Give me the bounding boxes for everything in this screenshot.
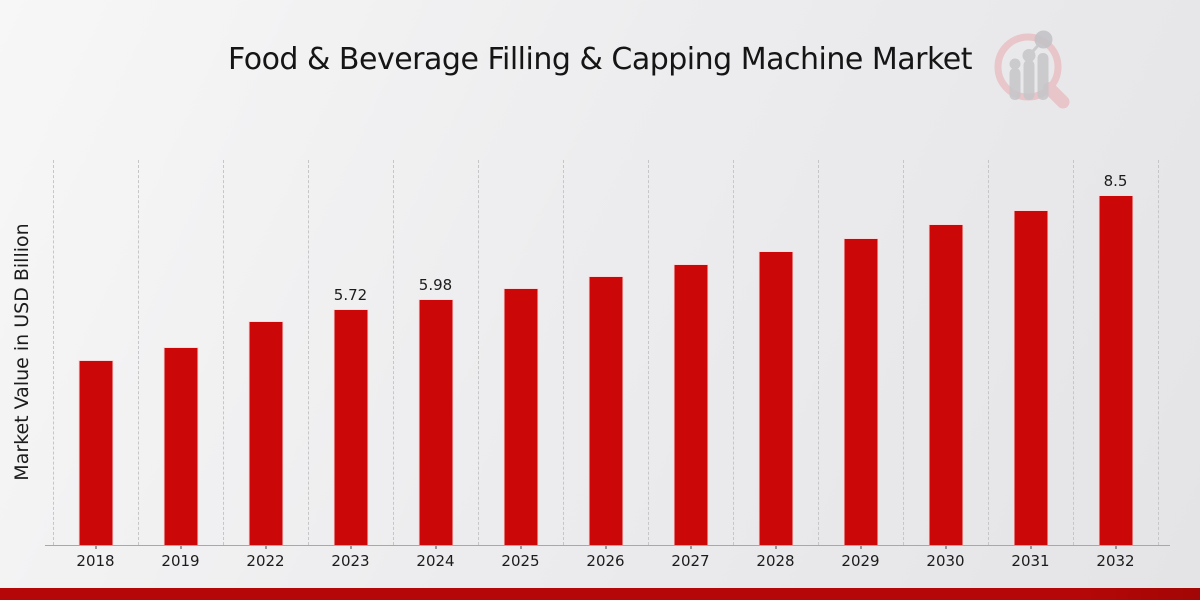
bar-2028 [758,251,793,545]
x-tick [350,545,351,549]
gridline [393,160,394,545]
bar-2025 [503,287,538,545]
bar-2032 [1098,195,1133,545]
x-tick-label-2024: 2024 [416,552,455,570]
magnifier-growth-logo-icon [994,30,1070,109]
x-tick-label-2022: 2022 [246,552,285,570]
gridline [1158,160,1159,545]
gridline [818,160,819,545]
x-tick-label-2030: 2030 [926,552,965,570]
x-tick [690,545,691,549]
y-axis-label: Market Value in USD Billion [11,223,33,481]
bar-2029 [843,238,878,545]
x-tick-label-2018: 2018 [76,552,115,570]
x-tick [265,545,266,549]
x-tick [605,545,606,549]
x-tick [860,545,861,549]
x-tick-label-2025: 2025 [501,552,540,570]
plot-area: 2018 2019 2022 5.72 2023 5.98 2024 2025 2026 2027… [53,160,1159,570]
magnifier-handle [1043,82,1070,109]
bottom-accent-band [0,588,1200,600]
x-tick [520,545,521,549]
gridline [138,160,139,545]
bar-2026 [588,276,623,545]
gridline [988,160,989,545]
x-tick-label-2027: 2027 [671,552,710,570]
gridline [478,160,479,545]
x-tick [95,545,96,549]
gridline [648,160,649,545]
gridline [733,160,734,545]
x-tick [945,545,946,549]
x-tick-label-2026: 2026 [586,552,625,570]
x-tick [180,545,181,549]
x-tick [775,545,776,549]
x-tick [1030,545,1031,549]
gridline [308,160,309,545]
value-label-2024: 5.98 [418,275,453,294]
bar-2024 [418,298,453,545]
x-tick-label-2032: 2032 [1096,552,1135,570]
bar-2019 [163,347,198,545]
value-label-2023: 5.72 [333,286,368,305]
gridline [563,160,564,545]
x-tick-label-2029: 2029 [841,552,880,570]
bar-2018 [78,359,113,545]
bar-2027 [673,263,708,545]
growth-bars-glyph [1009,30,1053,100]
x-tick-label-2031: 2031 [1011,552,1050,570]
gridline [223,160,224,545]
x-tick-label-2019: 2019 [161,552,200,570]
gridline [903,160,904,545]
x-tick [435,545,436,549]
gridline [1073,160,1074,545]
x-tick-label-2023: 2023 [331,552,370,570]
chart-title: Food & Beverage Filling & Capping Machin… [228,42,972,77]
x-tick-label-2028: 2028 [756,552,795,570]
gridline [53,160,54,545]
bar-2023 [333,309,368,545]
bar-2022 [248,320,283,545]
bar-2031 [1013,209,1048,545]
bar-2030 [928,224,963,545]
x-axis-line [45,545,1170,546]
x-tick [1115,545,1116,549]
value-label-2032: 8.5 [1103,172,1128,190]
